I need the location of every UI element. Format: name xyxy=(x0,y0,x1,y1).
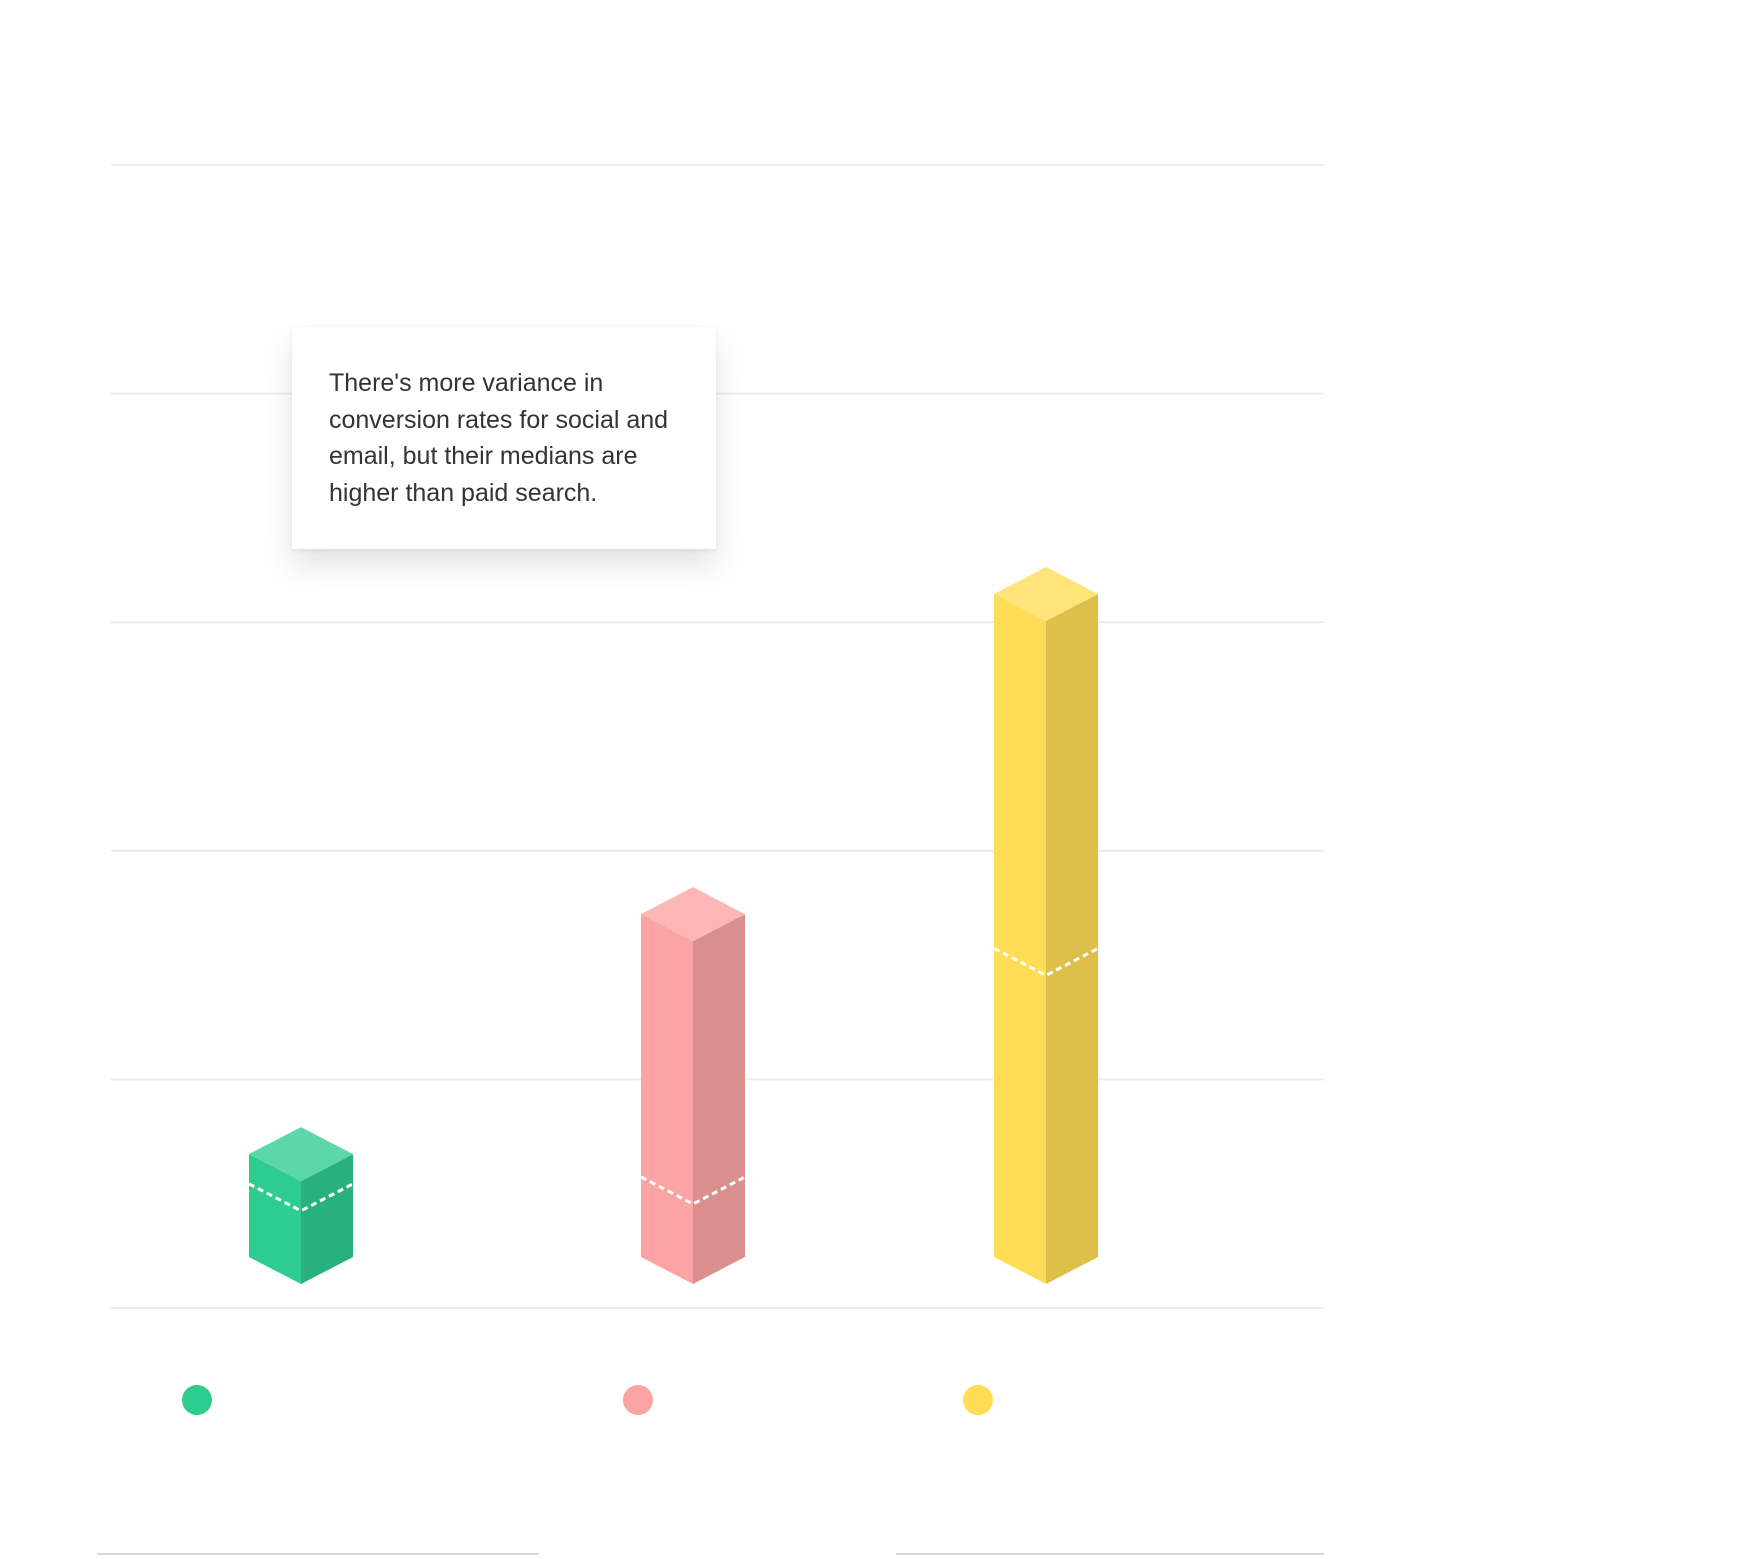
annotation-text: There's more variance in conversion rate… xyxy=(329,369,669,507)
legend-dot-1 xyxy=(623,1385,653,1415)
bar-top-face xyxy=(249,1127,353,1182)
legend-dot-0 xyxy=(182,1385,212,1415)
bars xyxy=(248,567,1099,1284)
bar-left-face xyxy=(994,594,1046,1284)
bar-top-face xyxy=(641,887,745,942)
bar-right-face xyxy=(301,1154,353,1284)
bar-2 xyxy=(993,567,1099,1284)
bar-left-face xyxy=(249,1154,301,1284)
bar-right-face xyxy=(1046,594,1098,1284)
bar-top-face xyxy=(994,567,1098,622)
bar-right-face xyxy=(693,914,745,1284)
legend xyxy=(182,1385,993,1415)
bar-left-face xyxy=(641,914,693,1284)
bar-1 xyxy=(640,887,746,1284)
legend-dot-2 xyxy=(963,1385,993,1415)
annotation-callout: There's more variance in conversion rate… xyxy=(292,327,716,549)
bar-0 xyxy=(248,1127,354,1284)
